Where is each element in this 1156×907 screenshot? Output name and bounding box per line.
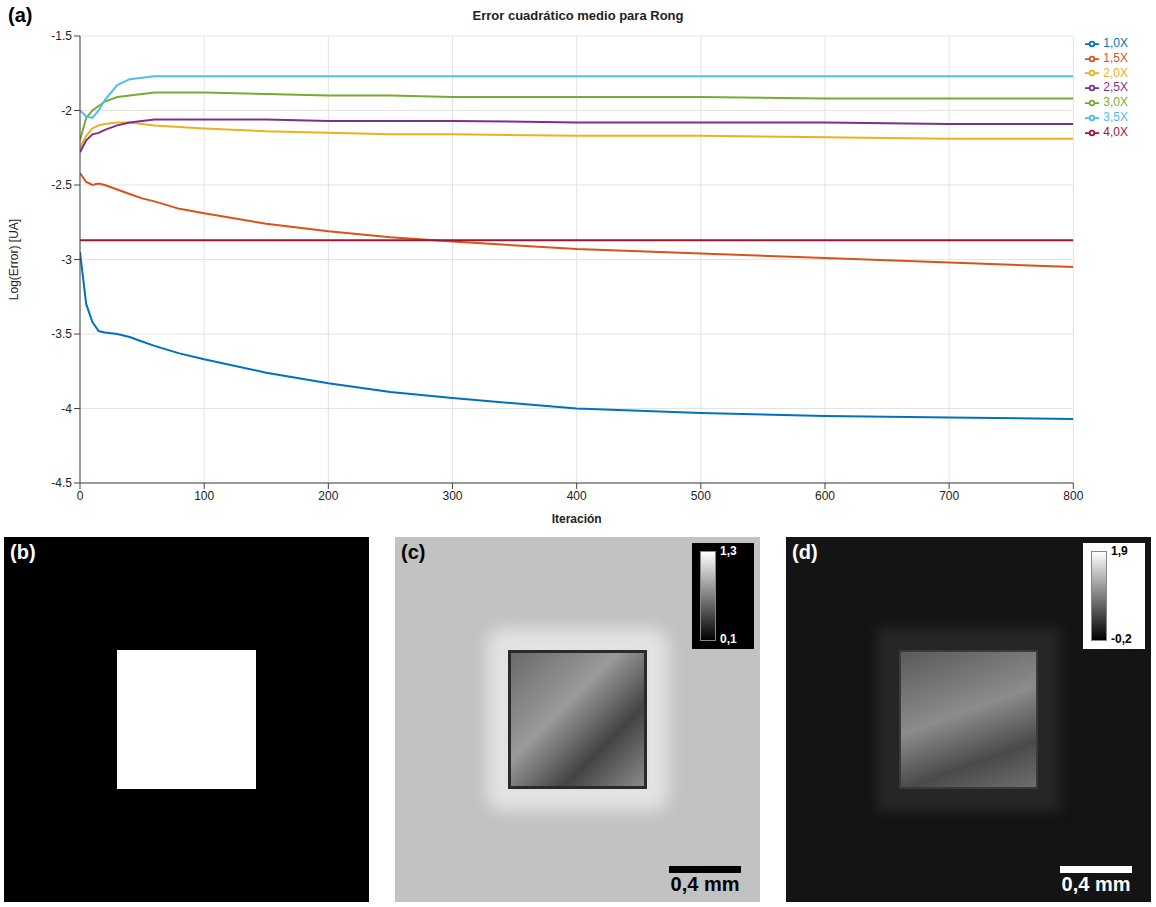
svg-text:-4.5: -4.5 — [51, 476, 72, 490]
html-text:1,0X: 1,0X — [1103, 36, 1128, 50]
svg-text:Log(Error) [UA]: Log(Error) [UA] — [7, 219, 21, 300]
html-text:(b): (b) — [10, 541, 36, 563]
svg-text:0: 0 — [77, 489, 84, 503]
html-text:0,4 mm: 0,4 mm — [1061, 873, 1131, 895]
svg-text:700: 700 — [939, 489, 959, 503]
svg-text:500: 500 — [691, 489, 711, 503]
html-text:(c): (c) — [401, 541, 426, 563]
svg-text:300: 300 — [442, 489, 462, 503]
html-text:4,0X: 4,0X — [1103, 125, 1128, 139]
svg-text:Iteración: Iteración — [552, 512, 602, 526]
svg-text:-1.5: -1.5 — [51, 29, 72, 43]
svg-text:-3: -3 — [61, 253, 72, 267]
svg-text:200: 200 — [318, 489, 338, 503]
html-text:3,0X: 3,0X — [1103, 95, 1128, 110]
html-text:2,0X: 2,0X — [1103, 65, 1128, 80]
svg-text:-2.5: -2.5 — [51, 178, 72, 192]
svg-text:100: 100 — [194, 489, 214, 503]
html-text:1,9: 1,9 — [1111, 544, 1128, 558]
svg-text:-3.5: -3.5 — [51, 327, 72, 341]
html-text:0,4 mm: 0,4 mm — [670, 873, 740, 895]
html-text:Error cuadrático medio para Ro: Error cuadrático medio para Rong — [472, 8, 684, 23]
html-text:3,5X: 3,5X — [1103, 110, 1128, 125]
html-text:1,5X: 1,5X — [1103, 50, 1128, 65]
html-text:0,1: 0,1 — [720, 632, 737, 646]
html-text:1,3: 1,3 — [720, 544, 737, 558]
svg-text:600: 600 — [815, 489, 835, 503]
svg-text:-4: -4 — [61, 402, 72, 416]
html-text:-0,2: -0,2 — [1111, 632, 1132, 646]
svg-text:-2: -2 — [61, 104, 72, 118]
html-text:2,5X: 2,5X — [1103, 80, 1128, 95]
svg-text:800: 800 — [1063, 489, 1083, 503]
html-text:(a): (a) — [8, 4, 33, 26]
svg-text:400: 400 — [567, 489, 587, 503]
html-text:(d): (d) — [792, 541, 818, 563]
